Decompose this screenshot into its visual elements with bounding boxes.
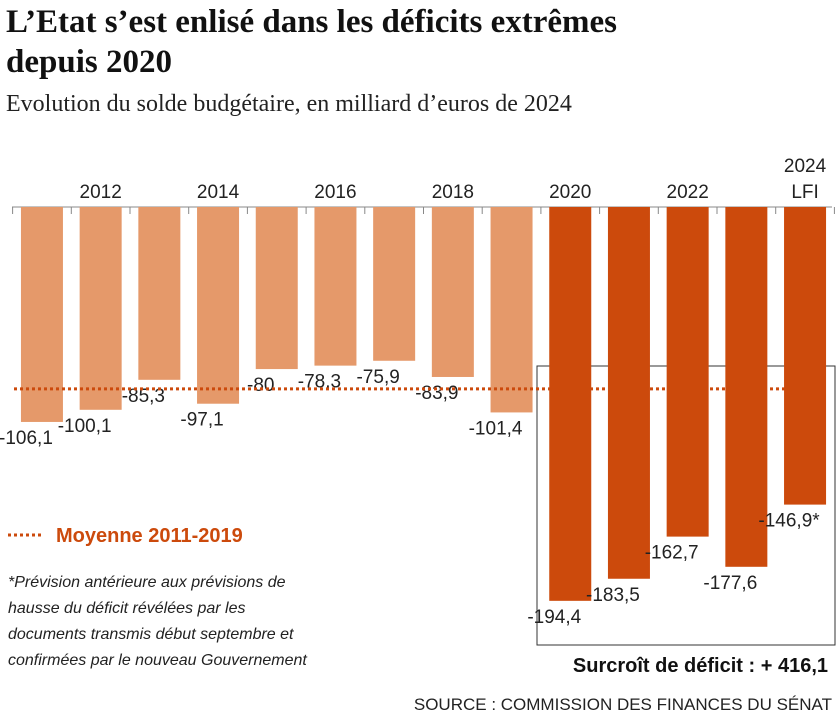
x-tick-label: 2022 (667, 182, 709, 203)
x-tick-label: 2014 (197, 182, 240, 203)
x-tick-label: 2016 (314, 182, 356, 203)
value-label: -162,7 (645, 543, 699, 564)
bar (549, 207, 592, 601)
value-label: -177,6 (703, 573, 757, 594)
x-tick-label: 2020 (549, 182, 591, 203)
value-label: -78,3 (298, 372, 341, 393)
chart-subtitle: Evolution du solde budgétaire, en millia… (6, 91, 572, 117)
chart-title: depuis 2020 (6, 44, 172, 80)
value-label: -146,9* (758, 511, 820, 532)
box-note: Surcroît de déficit : + 416,1 (573, 655, 828, 677)
value-label: -83,9 (415, 383, 458, 404)
bar (79, 207, 122, 410)
bar (20, 207, 63, 422)
footnote: hausse du déficit révélées par les (8, 600, 245, 617)
value-label: -97,1 (180, 410, 223, 431)
value-label: -101,4 (469, 418, 523, 439)
footnote: *Prévision antérieure aux prévisions de (8, 574, 286, 591)
bar (725, 207, 768, 567)
value-label: -85,3 (122, 386, 165, 407)
value-label: -100,1 (58, 416, 112, 437)
value-label: -194,4 (527, 607, 581, 628)
value-label: -106,1 (0, 428, 53, 449)
value-label: -75,9 (356, 367, 399, 388)
bar (197, 207, 240, 404)
bar (431, 207, 474, 377)
bar (314, 207, 357, 366)
bar (784, 207, 827, 505)
chart-title: L’Etat s’est enlisé dans les déficits ex… (6, 4, 617, 40)
x-tick-label: 2012 (80, 182, 122, 203)
bar (490, 207, 533, 413)
bar (255, 207, 298, 370)
value-label: -183,5 (586, 585, 640, 606)
value-label: -80 (247, 375, 274, 396)
footnote: confirmées par le nouveau Gouvernement (8, 652, 307, 669)
x-tick-label: 2018 (432, 182, 474, 203)
bar (373, 207, 416, 361)
footnote: documents transmis début septembre et (8, 626, 294, 643)
x-tick-label: 2024 LFI (784, 156, 827, 203)
legend-label: Moyenne 2011-2019 (56, 525, 243, 547)
bar (138, 207, 181, 380)
bar (666, 207, 709, 537)
source: SOURCE : COMMISSION DES FINANCES DU SÉNA… (414, 695, 832, 714)
bar (607, 207, 650, 579)
